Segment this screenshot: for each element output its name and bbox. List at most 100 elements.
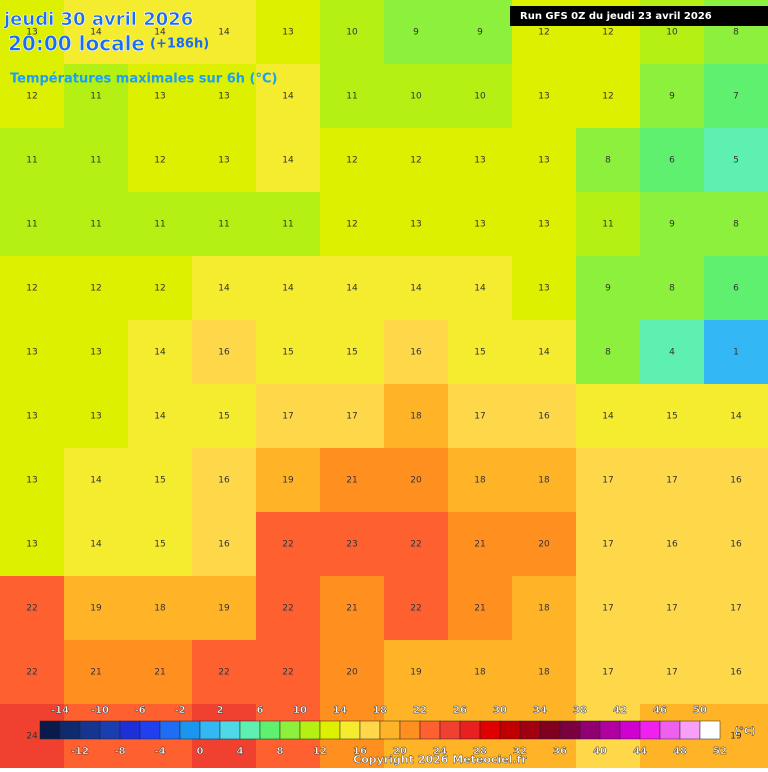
legend-swatch	[199, 720, 221, 740]
temp-cell	[320, 192, 385, 257]
legend-label: 38	[573, 705, 587, 716]
legend-swatch	[179, 720, 201, 740]
temp-value: 17	[602, 668, 613, 678]
temp-value: 17	[602, 476, 613, 486]
temp-cell	[384, 128, 449, 193]
run-box	[510, 6, 768, 26]
temp-value: 12	[602, 28, 613, 38]
temp-value: 13	[474, 156, 485, 166]
temp-cell	[512, 320, 577, 385]
temp-value: 14	[90, 540, 102, 550]
temp-cell	[0, 128, 65, 193]
temp-value: 16	[218, 348, 230, 358]
temp-value: 18	[410, 412, 422, 422]
temp-value: 11	[154, 220, 165, 230]
temp-cell	[256, 640, 321, 705]
temp-cell	[64, 0, 129, 65]
temp-cell	[704, 192, 768, 257]
temp-cell	[0, 256, 65, 321]
legend-swatch	[399, 720, 421, 740]
temp-value: 21	[346, 476, 357, 486]
temp-value: 15	[154, 476, 165, 486]
temp-value: 8	[733, 220, 739, 230]
legend-label: -12	[71, 746, 89, 757]
temp-cell	[256, 320, 321, 385]
date: jeudi 30 avril 2026	[3, 9, 193, 30]
temp-cell	[640, 192, 705, 257]
temp-cell	[704, 640, 768, 705]
temp-value: 14	[154, 412, 166, 422]
temp-value: 1	[733, 348, 739, 358]
temp-cell	[704, 576, 768, 641]
temp-cell	[384, 512, 449, 577]
temp-cell	[192, 256, 257, 321]
temp-value: 16	[730, 668, 742, 678]
temp-value: 13	[26, 412, 37, 422]
temp-cell	[512, 384, 577, 449]
temp-value: 7	[733, 92, 739, 102]
temp-value: 13	[538, 284, 549, 294]
temp-value: 18	[538, 668, 550, 678]
temp-cell	[0, 64, 65, 129]
temp-cell	[384, 64, 449, 129]
temp-value: 8	[733, 28, 739, 38]
temp-cell	[704, 384, 768, 449]
temp-cell	[576, 320, 641, 385]
legend-label: 32	[513, 746, 527, 757]
temp-cell	[0, 512, 65, 577]
legend-swatch	[319, 720, 341, 740]
legend-label: 12	[313, 746, 327, 757]
temp-cell	[576, 384, 641, 449]
temp-value: 17	[602, 604, 613, 614]
temp-cell	[128, 512, 193, 577]
temp-value: 13	[26, 28, 37, 38]
temp-value: 18	[474, 476, 486, 486]
temp-value: 14	[346, 284, 358, 294]
legend-label: -10	[91, 705, 109, 716]
temp-cell	[64, 64, 129, 129]
temp-value: 12	[538, 28, 549, 38]
temp-cell	[256, 64, 321, 129]
temp-value: 17	[666, 476, 677, 486]
temp-value: 11	[90, 220, 101, 230]
temp-cell	[256, 576, 321, 641]
temp-value: 11	[90, 92, 101, 102]
temp-value: 18	[474, 668, 486, 678]
temp-value: 13	[154, 92, 165, 102]
temp-cell	[64, 640, 129, 705]
temp-value: 17	[730, 604, 741, 614]
temp-value: 13	[538, 220, 549, 230]
temp-value: 14	[154, 348, 166, 358]
temp-cell	[640, 64, 705, 129]
temp-value: 12	[346, 156, 357, 166]
temp-value: 23	[346, 540, 357, 550]
temp-value: 18	[538, 604, 550, 614]
time: 20:00 locale	[8, 32, 145, 56]
legend-label: 24	[433, 746, 447, 757]
legend-label: 52	[713, 746, 727, 757]
temp-value: 18	[154, 604, 166, 614]
temp-cell	[448, 192, 513, 257]
temp-cell	[576, 256, 641, 321]
temp-value: 8	[669, 284, 675, 294]
legend-swatch	[299, 720, 321, 740]
temp-value: 17	[282, 412, 293, 422]
legend-label: 30	[493, 705, 507, 716]
legend-label: 26	[453, 705, 467, 716]
temp-value: 13	[282, 28, 293, 38]
temp-value: 9	[669, 92, 675, 102]
temp-cell	[640, 576, 705, 641]
temp-cell	[640, 512, 705, 577]
legend-swatch	[559, 720, 581, 740]
temp-cell	[384, 576, 449, 641]
legend-label: -4	[154, 746, 165, 757]
temp-cell	[640, 384, 705, 449]
temp-cell	[192, 64, 257, 129]
temp-value: 15	[346, 348, 357, 358]
temp-value: 22	[410, 604, 421, 614]
temp-cell	[256, 0, 321, 65]
temp-cell	[128, 448, 193, 513]
temp-cell	[320, 384, 385, 449]
